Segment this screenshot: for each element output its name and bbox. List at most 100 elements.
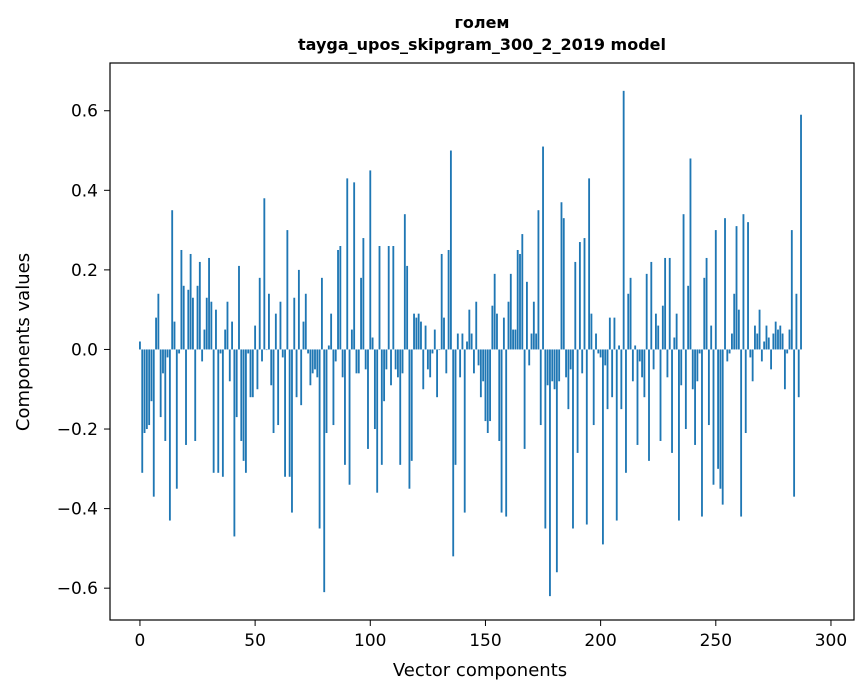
bar-36 xyxy=(221,349,224,477)
bar-275 xyxy=(772,333,775,350)
bar-158 xyxy=(502,317,505,350)
bar-153 xyxy=(491,305,494,350)
bar-217 xyxy=(638,349,641,362)
bar-91 xyxy=(348,349,351,485)
bar-246 xyxy=(705,257,708,350)
y-tick-label: −0.4 xyxy=(57,500,98,520)
bar-193 xyxy=(583,238,586,350)
bar-167 xyxy=(523,349,526,449)
x-axis-ticks: 0 50 100 150 200 250 300 xyxy=(135,620,847,651)
bar-66 xyxy=(291,349,293,513)
bar-129 xyxy=(436,349,438,398)
bar-257 xyxy=(731,333,733,350)
bar-175 xyxy=(542,146,544,350)
bar-238 xyxy=(687,285,690,350)
bar-209 xyxy=(620,349,623,410)
bar-189 xyxy=(574,261,577,350)
bar-26 xyxy=(198,261,201,350)
bar-14 xyxy=(171,210,174,350)
bar-145 xyxy=(473,349,475,374)
bar-133 xyxy=(445,349,448,374)
bar-84 xyxy=(332,349,335,426)
bar-69 xyxy=(297,269,300,350)
bar-276 xyxy=(774,321,777,350)
bar-12 xyxy=(166,349,169,358)
bar-74 xyxy=(309,349,312,386)
bar-274 xyxy=(770,349,772,370)
bar-221 xyxy=(648,349,650,461)
bar-59 xyxy=(274,313,277,350)
bar-165 xyxy=(519,253,521,350)
bar-106 xyxy=(383,349,386,402)
bar-60 xyxy=(277,349,280,426)
bar-77 xyxy=(316,349,319,378)
bar-255 xyxy=(726,349,729,362)
bar-47 xyxy=(247,349,250,354)
bar-19 xyxy=(182,285,185,350)
bar-32 xyxy=(212,349,215,473)
bar-111 xyxy=(394,349,397,370)
bar-142 xyxy=(466,341,468,350)
bar-173 xyxy=(537,210,540,350)
bar-42 xyxy=(235,349,238,418)
x-tick-label: 50 xyxy=(244,631,266,651)
bar-250 xyxy=(714,230,717,350)
bar-127 xyxy=(431,349,434,354)
bar-198 xyxy=(595,333,597,350)
bar-76 xyxy=(314,349,316,370)
bar-265 xyxy=(749,349,752,358)
bar-8 xyxy=(157,293,160,350)
bar-205 xyxy=(611,349,614,398)
bar-272 xyxy=(765,325,768,350)
bar-160 xyxy=(507,301,510,350)
bar-17 xyxy=(178,349,181,354)
bar-140 xyxy=(461,333,464,350)
bar-94 xyxy=(355,349,358,374)
bar-208 xyxy=(618,345,620,350)
bar-2 xyxy=(143,349,146,434)
bar-11 xyxy=(164,349,167,441)
y-tick-label: 0.0 xyxy=(71,340,98,360)
bar-236 xyxy=(682,214,685,350)
x-tick-label: 250 xyxy=(700,631,732,651)
bar-194 xyxy=(585,349,588,525)
bar-21 xyxy=(187,289,190,350)
bar-155 xyxy=(496,313,498,350)
bar-251 xyxy=(717,349,720,469)
bar-31 xyxy=(210,301,213,350)
bar-242 xyxy=(696,349,699,382)
x-tick-label: 0 xyxy=(135,631,146,651)
bar-282 xyxy=(788,329,791,350)
bar-55 xyxy=(265,349,268,351)
bar-197 xyxy=(592,349,595,426)
bar-20 xyxy=(185,349,187,445)
bar-98 xyxy=(364,349,367,370)
bar-235 xyxy=(680,349,683,386)
bar-214 xyxy=(631,349,634,382)
bar-102 xyxy=(373,349,376,430)
bar-65 xyxy=(288,349,291,477)
bars-group xyxy=(139,90,802,597)
plot-frame xyxy=(109,62,855,621)
y-tick-label: 0.2 xyxy=(71,261,98,281)
y-tick-label: −0.6 xyxy=(57,579,98,599)
bar-23 xyxy=(192,297,194,350)
bar-113 xyxy=(399,349,402,465)
bar-134 xyxy=(447,249,450,350)
bar-211 xyxy=(625,349,627,473)
bar-259 xyxy=(735,226,738,350)
bar-245 xyxy=(703,277,706,350)
bar-88 xyxy=(341,349,344,378)
bar-126 xyxy=(429,349,432,378)
bar-267 xyxy=(754,325,756,350)
bar-131 xyxy=(440,253,443,350)
bar-215 xyxy=(634,345,637,350)
bar-268 xyxy=(756,333,759,350)
bar-118 xyxy=(410,349,413,461)
bar-81 xyxy=(325,349,328,434)
bar-87 xyxy=(339,246,342,350)
bar-43 xyxy=(238,265,240,350)
bar-219 xyxy=(643,349,646,398)
bar-220 xyxy=(645,273,648,350)
bar-109 xyxy=(390,349,392,386)
